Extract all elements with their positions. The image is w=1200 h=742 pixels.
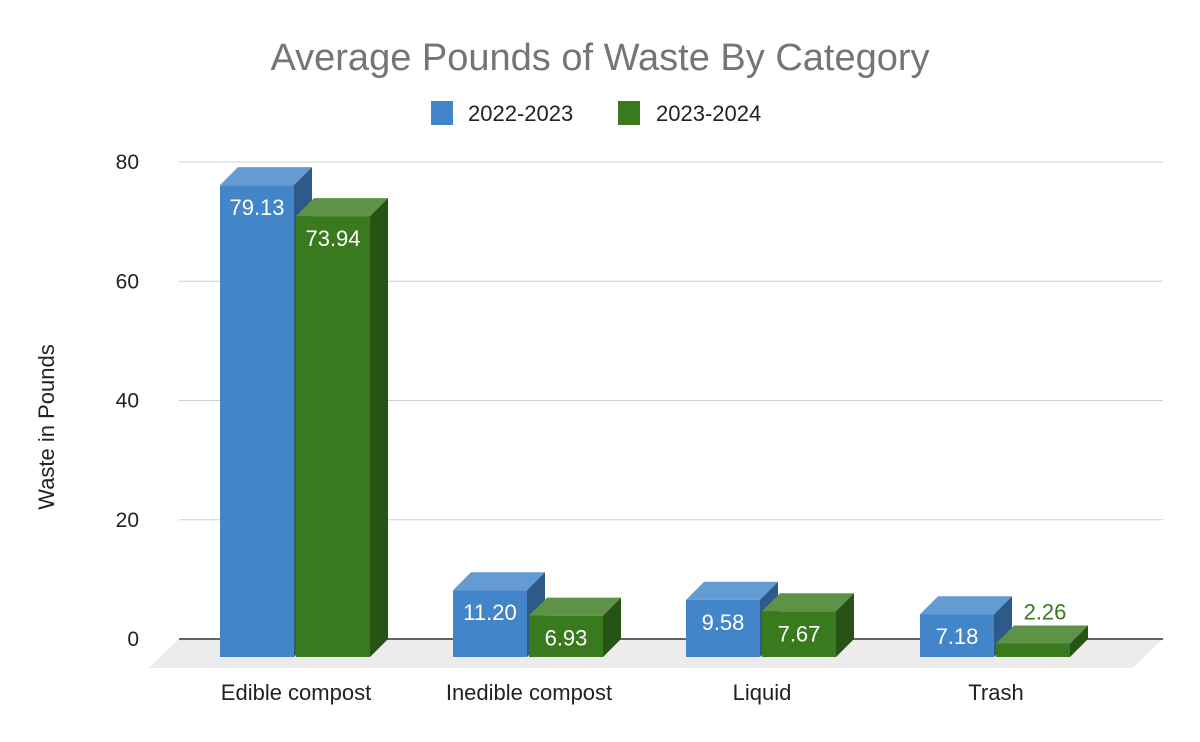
y-tick-label: 0 xyxy=(127,628,139,651)
data-label: 7.67 xyxy=(778,621,821,646)
data-label: 73.94 xyxy=(305,226,360,251)
bar-top xyxy=(453,572,545,591)
bar-side xyxy=(1070,625,1088,657)
category-label: Trash xyxy=(968,680,1023,705)
bar-top xyxy=(529,597,621,616)
grid-layer xyxy=(149,161,1163,668)
category-label: Liquid xyxy=(733,680,792,705)
legend-swatch-2022-2023 xyxy=(431,101,453,125)
data-label: 7.18 xyxy=(936,624,979,649)
bars-layer xyxy=(220,167,1088,657)
category-label: Edible compost xyxy=(221,680,371,705)
bar xyxy=(762,611,836,657)
bar-top xyxy=(920,596,1012,615)
y-axis-title: Waste in Pounds xyxy=(34,344,59,510)
bar-group xyxy=(996,625,1088,657)
bar-top xyxy=(220,167,312,186)
bar xyxy=(529,615,603,657)
bar-side xyxy=(603,597,621,657)
data-label: 79.13 xyxy=(229,195,284,220)
bar-top xyxy=(996,625,1088,644)
labels-layer: 0 20 40 60 80 Edible compost 79.13 73.94 Inedibl… xyxy=(116,151,1067,705)
data-label: 6.93 xyxy=(545,626,588,651)
legend-label-2022-2023: 2022-2023 xyxy=(468,101,573,126)
plot-floor xyxy=(149,639,1163,668)
bar xyxy=(920,614,994,657)
bar-top xyxy=(762,593,854,612)
data-label: 2.26 xyxy=(1024,600,1067,625)
bar-top xyxy=(296,198,388,217)
bar xyxy=(220,185,294,657)
bar-group xyxy=(453,572,545,657)
bar-side xyxy=(370,198,388,657)
bar-group xyxy=(296,198,388,657)
legend-label-2023-2024: 2023-2024 xyxy=(656,101,761,126)
bar-top xyxy=(686,581,778,600)
bar xyxy=(686,599,760,657)
bar-side xyxy=(836,593,854,657)
legend-swatch-2023-2024 xyxy=(618,101,640,125)
bar-group xyxy=(529,597,621,657)
chart-legend: 2022-2023 2023-2024 xyxy=(431,101,761,126)
y-tick-label: 20 xyxy=(116,509,139,532)
y-tick-label: 80 xyxy=(116,151,139,174)
category-label: Inedible compost xyxy=(446,680,612,705)
y-tick-label: 40 xyxy=(116,390,139,413)
bar xyxy=(996,643,1070,657)
data-label: 11.20 xyxy=(463,600,516,625)
bar-group xyxy=(762,593,854,657)
data-label: 9.58 xyxy=(702,610,745,635)
y-tick-label: 60 xyxy=(116,270,139,293)
bar xyxy=(453,590,527,657)
bar xyxy=(296,216,370,657)
chart-title: Average Pounds of Waste By Category xyxy=(270,37,929,79)
